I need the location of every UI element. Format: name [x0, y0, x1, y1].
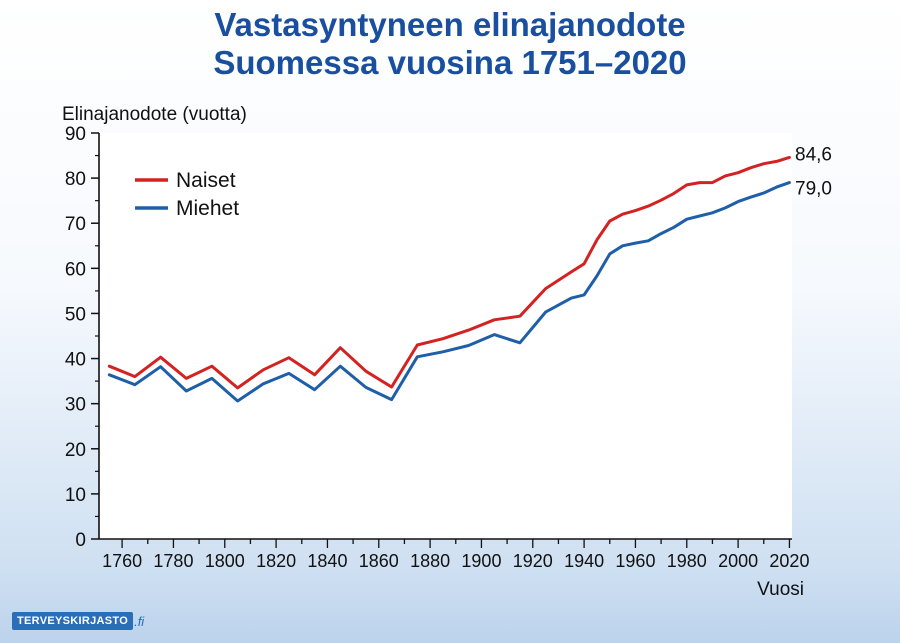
- x-tick-label: 1760: [102, 551, 142, 571]
- end-label-naiset: 84,6: [795, 144, 832, 165]
- y-tick-label: 10: [65, 485, 86, 506]
- y-tick-label: 90: [65, 124, 86, 145]
- series-line-naiset: [107, 155, 791, 390]
- x-tick-label: 1840: [307, 551, 347, 571]
- legend-label-miehet: Miehet: [176, 197, 239, 220]
- x-tick-label: 1780: [153, 551, 193, 571]
- y-tick-label: 20: [65, 440, 86, 461]
- legend-label-naiset: Naiset: [176, 169, 236, 192]
- title-line-1: Vastasyntyneen elinajanodote: [214, 6, 686, 43]
- y-tick-label: 30: [65, 395, 86, 416]
- y-axis-title: Elinajanodote (vuotta): [62, 104, 247, 125]
- x-tick-label: 1920: [513, 551, 553, 571]
- y-tick-label: 50: [65, 304, 86, 325]
- x-tick-label: 1880: [410, 551, 450, 571]
- x-tick-label: 2000: [718, 551, 758, 571]
- y-tick-label: 60: [65, 259, 86, 280]
- series-line-miehet: [107, 181, 791, 403]
- brand-name: TERVEYSKIRJASTO: [12, 612, 134, 630]
- x-axis-title: Vuosi: [757, 579, 804, 600]
- x-tick-label: 1980: [667, 551, 707, 571]
- title-line-2: Suomessa vuosina 1751–2020: [213, 44, 687, 81]
- x-tick-label: 1800: [205, 551, 245, 571]
- plot-area: [99, 133, 792, 539]
- brand-suffix: .fi: [134, 613, 145, 629]
- x-tick-label: 1860: [359, 551, 399, 571]
- x-tick-label: 1960: [615, 551, 655, 571]
- x-tick-label: 1940: [564, 551, 604, 571]
- x-tick-label: 1820: [256, 551, 296, 571]
- x-tick-label: 1900: [461, 551, 501, 571]
- y-tick-label: 70: [65, 214, 86, 235]
- chart-title: Vastasyntyneen elinajanodote Suomessa vu…: [0, 6, 900, 82]
- y-tick-label: 0: [75, 530, 86, 551]
- y-tick-label: 80: [65, 169, 86, 190]
- x-tick-label: 2020: [769, 551, 809, 571]
- terveyskirjasto-logo[interactable]: TERVEYSKIRJASTO .fi: [12, 612, 144, 630]
- end-label-miehet: 79,0: [795, 179, 832, 200]
- y-tick-label: 40: [65, 350, 86, 371]
